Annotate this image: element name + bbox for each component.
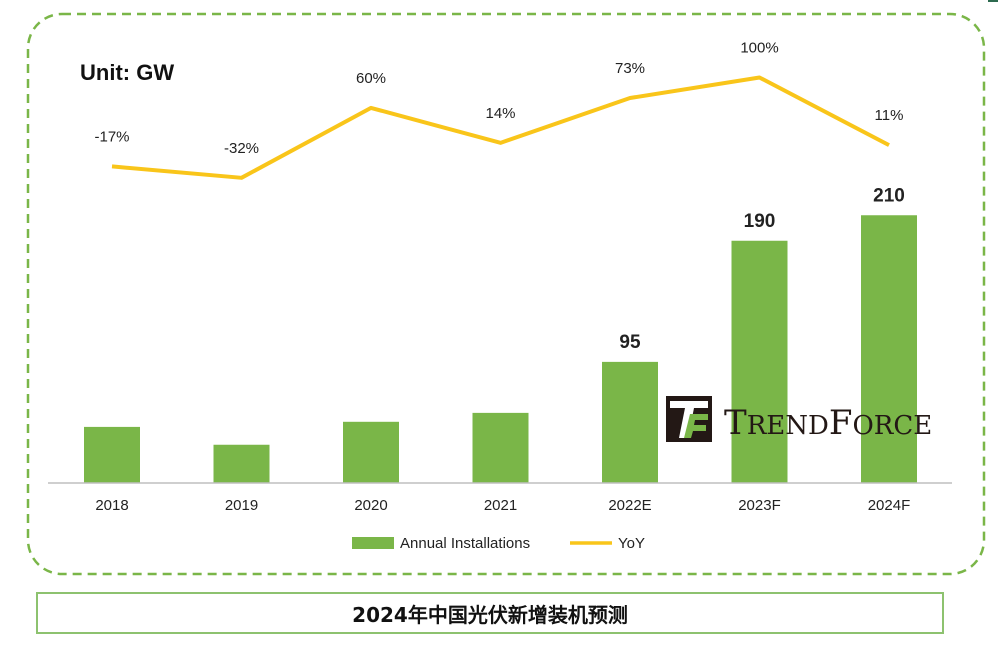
x-tick-label: 2020	[354, 497, 387, 514]
yoy-data-label: 11%	[875, 107, 904, 124]
yoy-data-label: 73%	[615, 60, 645, 77]
bar-2024F	[861, 215, 917, 483]
logo-mark-f	[684, 414, 708, 438]
x-tick-label: 2023F	[738, 497, 781, 514]
bar-series	[84, 215, 917, 483]
trendforce-wordmark: TRENDFORCE	[724, 403, 932, 443]
line-series	[111, 75, 890, 180]
yoy-data-label: -17%	[94, 128, 129, 145]
line-data-labels: -17% -32% 60% 14% 73% 100% 11%	[94, 40, 903, 157]
yoy-data-label: 100%	[740, 40, 778, 57]
trendforce-logo	[666, 396, 712, 442]
x-tick-labels: 2018 2019 2020 2021 2022E 2023F 2024F	[95, 497, 910, 514]
x-tick-label: 2024F	[868, 497, 911, 514]
bar-data-labels: 95 190 210	[619, 185, 904, 353]
legend-label-line: YoY	[618, 535, 645, 552]
bar-2022E	[602, 361, 658, 483]
legend-label-bar: Annual Installations	[400, 535, 530, 552]
bar-2020	[343, 421, 399, 483]
bar-data-label: 210	[873, 185, 905, 206]
yoy-data-label: -32%	[224, 140, 259, 157]
x-tick-label: 2022E	[608, 497, 651, 514]
bar-data-label: 190	[744, 211, 776, 232]
x-tick-label: 2021	[484, 497, 517, 514]
caption-text: 2024年中国光伏新增装机预测	[352, 602, 628, 627]
unit-label: Unit: GW	[80, 60, 175, 85]
bar-2019	[213, 444, 270, 483]
chart-frame	[26, 12, 986, 576]
caption-box: 2024年中国光伏新增装机预测	[36, 592, 944, 634]
x-tick-label: 2018	[95, 497, 128, 514]
bar-2021	[472, 412, 529, 483]
yoy-data-label: 60%	[356, 70, 386, 87]
yoy-line	[111, 75, 890, 180]
legend: Annual Installations YoY	[352, 535, 645, 552]
yoy-data-label: 14%	[485, 105, 515, 122]
x-tick-label: 2019	[225, 497, 258, 514]
legend-swatch-bar	[352, 537, 394, 549]
bar-data-label: 95	[619, 332, 641, 353]
bar-2018	[84, 426, 140, 483]
corner-mark	[988, 0, 998, 2]
bar-2023F	[731, 240, 788, 483]
